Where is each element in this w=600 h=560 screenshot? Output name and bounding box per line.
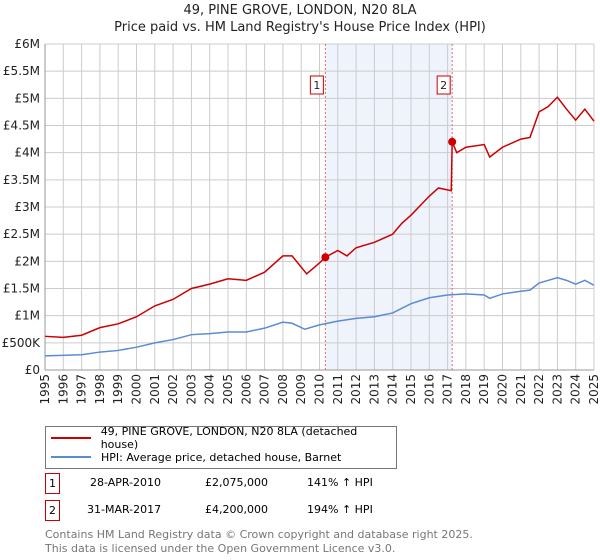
sale-hpi: 141% ↑ HPI <box>307 476 373 489</box>
x-tick-label: 2025 <box>587 374 600 405</box>
legend-swatch <box>51 456 91 458</box>
x-tick-label: 2009 <box>294 374 308 405</box>
sale-date: 31-MAR-2017 <box>87 503 162 516</box>
x-tick-label: 2016 <box>422 374 436 405</box>
x-tick-label: 2008 <box>276 374 290 405</box>
series-line <box>44 276 595 357</box>
sale-hpi: 194% ↑ HPI <box>307 503 373 516</box>
sale-point <box>448 137 457 146</box>
y-tick-label: £4.5M <box>3 119 40 133</box>
x-tick-label: 2001 <box>148 374 162 405</box>
x-tick-label: 2019 <box>477 374 491 405</box>
x-tick-label: 2013 <box>367 374 381 405</box>
chart-title: 49, PINE GROVE, LONDON, N20 8LA <box>183 3 417 18</box>
x-tick-label: 2003 <box>184 374 198 405</box>
x-tick-label: 2020 <box>496 374 510 405</box>
y-tick-label: £3M <box>14 200 40 214</box>
sale-date: 28-APR-2010 <box>90 476 162 489</box>
line-chart: £0 £500K £1M £1.5M £2M £2.5M £3M £3.5M £4M £4.5M £… <box>2 37 600 405</box>
sale-point <box>321 253 330 262</box>
sale-price: £2,075,000 <box>205 476 268 489</box>
footer-licence: This data is licensed under the Open Gov… <box>45 542 396 555</box>
y-tick-label: £1M <box>14 309 40 323</box>
x-tick-label: 2014 <box>386 374 400 405</box>
y-tick-label: £0 <box>25 363 40 377</box>
legend-item-property: 49, PINE GROVE, LONDON, N20 8LA (detache… <box>51 425 396 451</box>
x-tick-label: 1997 <box>75 374 89 405</box>
legend-item-hpi: HPI: Average price, detached house, Barn… <box>51 449 341 465</box>
x-tick-label: 2017 <box>441 374 455 405</box>
sale-marker-label: 1 <box>313 79 320 92</box>
sale-marker-label: 2 <box>45 500 60 521</box>
legend-label: 49, PINE GROVE, LONDON, N20 8LA (detache… <box>100 425 358 451</box>
sale-price: £4,200,000 <box>205 503 268 516</box>
y-tick-label: £6M <box>14 37 40 51</box>
sale-marker-box <box>436 75 451 95</box>
sale-marker-box <box>309 75 324 95</box>
x-tick-label: 2024 <box>569 374 583 405</box>
x-tick-label: 2007 <box>258 374 272 405</box>
x-tick-label: 2005 <box>221 374 235 405</box>
x-tick-label: 2022 <box>532 374 546 405</box>
y-tick-label: £2M <box>14 254 40 268</box>
x-tick-label: 2010 <box>313 374 327 405</box>
x-tick-label: 2011 <box>331 374 345 405</box>
series-line <box>44 96 595 339</box>
x-tick-label: 2021 <box>514 374 528 405</box>
y-tick-label: £2.5M <box>3 227 40 241</box>
x-tick-label: 2023 <box>550 374 564 405</box>
x-tick-label: 2004 <box>203 374 217 405</box>
x-tick-label: 2002 <box>166 374 180 405</box>
sale-marker-label: 1 <box>45 473 60 494</box>
x-tick-label: 2018 <box>459 374 473 405</box>
y-tick-label: £3.5M <box>3 173 40 187</box>
y-tick-label: £5M <box>14 91 40 105</box>
x-tick-label: 2015 <box>404 374 418 405</box>
sale-marker-label: 2 <box>440 79 447 92</box>
y-tick-label: £4M <box>14 146 40 160</box>
legend-label: HPI: Average price, detached house, Barn… <box>101 450 342 464</box>
x-tick-label: 2012 <box>349 374 363 405</box>
y-tick-label: £5.5M <box>3 64 40 78</box>
x-tick-label: 1999 <box>111 374 125 405</box>
legend-swatch <box>51 437 91 439</box>
y-tick-label: £500K <box>2 336 42 350</box>
footer-copyright: Contains HM Land Registry data © Crown c… <box>45 528 473 541</box>
x-tick-label: 2006 <box>239 374 253 405</box>
x-tick-label: 1998 <box>93 374 107 405</box>
x-tick-label: 2000 <box>130 374 144 405</box>
legend: 49, PINE GROVE, LONDON, N20 8LA (detache… <box>45 425 397 469</box>
chart-subtitle: Price paid vs. HM Land Registry's House … <box>114 20 486 35</box>
x-tick-label: 1996 <box>56 374 70 405</box>
y-tick-label: £1.5M <box>3 282 40 296</box>
x-tick-label: 1995 <box>38 374 52 405</box>
